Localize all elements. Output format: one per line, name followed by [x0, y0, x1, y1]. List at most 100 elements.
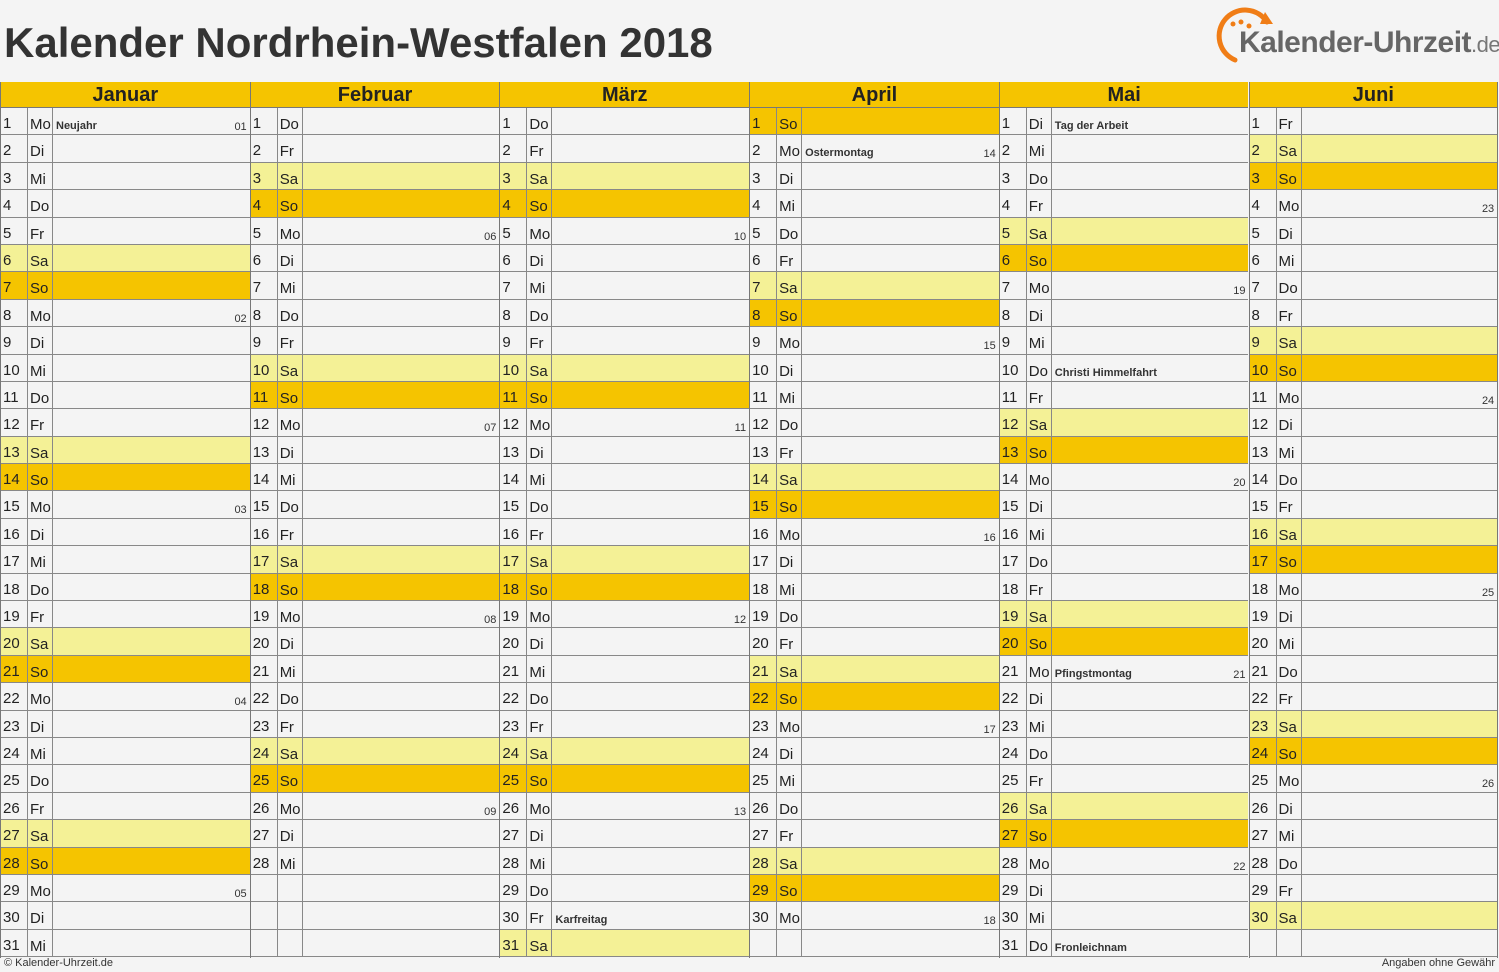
day-row: 24 So [1249, 737, 1498, 766]
day-number: 11 [502, 388, 518, 406]
day-number: 17 [752, 553, 769, 571]
day-number: 30 [502, 909, 520, 927]
weekday: Fr [1275, 874, 1302, 902]
kalender-uhrzeit-logo[interactable]: Kalender-Uhrzeit.de [1205, 2, 1499, 72]
day-row: 27 Di [500, 820, 750, 848]
calendar-week-number: 19 [1233, 285, 1246, 298]
weekday: Mo [276, 792, 303, 820]
day-row: 9 Fr [500, 327, 750, 355]
weekday: Di [776, 162, 803, 190]
weekday: Fr [27, 217, 53, 244]
day-row: 3 Sa [250, 162, 500, 191]
weekday: Di [1025, 108, 1052, 135]
day-row: 24 Mi [1, 737, 250, 766]
day-row: 28 Mi [500, 847, 750, 875]
day-row: 9 Mi [999, 327, 1249, 355]
day-row: 25 So [500, 765, 750, 793]
weekday: Do [276, 108, 303, 135]
weekday: Fr [1275, 108, 1302, 135]
day-number: 27 [3, 827, 20, 845]
day-number: 13 [252, 443, 270, 461]
day-row: 23 Fr [250, 710, 500, 738]
weekday: Do [1275, 655, 1302, 683]
calendar-week-number: 15 [983, 340, 996, 353]
day-number: 25 [502, 772, 520, 790]
weekday: Fr [1025, 381, 1052, 409]
day-row: 7 So [1, 272, 250, 300]
day-number: 22 [252, 690, 270, 708]
day-row: 12 Di [1249, 409, 1498, 437]
year-calendar: Januar 1 Mo Neujahr 01 2 Di 3 Mi 4 Do 5 Fr 6 Sa 7 So 8 Mo 0… [0, 82, 1499, 958]
day-row: 16 Mo 16 [750, 518, 999, 547]
calendar-week-number: 18 [983, 915, 996, 928]
weekday-cell [276, 929, 303, 957]
weekday: Fr [276, 518, 303, 546]
day-number: 5 [3, 224, 12, 242]
day-number: 27 [502, 827, 520, 845]
day-row: 18 So [500, 573, 750, 602]
weekday: Mo [276, 601, 303, 628]
weekday: Mo [276, 409, 303, 436]
day-number: 13 [1001, 443, 1019, 461]
weekday-cell [776, 929, 803, 957]
weekday: Do [526, 874, 553, 902]
weekday: Do [276, 299, 303, 327]
day-row: 19 Mo 08 [250, 601, 500, 629]
holiday-label: Christi Himmelfahrt [1054, 366, 1157, 379]
calendar-week-number: 07 [484, 422, 497, 435]
day-number: 28 [1251, 854, 1269, 872]
calendar-week-number: 23 [1481, 203, 1495, 216]
day-number: 11 [252, 388, 269, 406]
month-column: Juni 1 Fr 2 Sa 3 So 4 Mo 23 5 Di 6 Mi 7 Do 8 Fr 9 Sa 10 So 11 M… [1248, 82, 1499, 958]
day-number: 4 [502, 197, 511, 215]
weekday: So [526, 190, 553, 217]
weekday: So [776, 299, 803, 327]
weekday: Sa [276, 737, 303, 765]
day-number: 29 [3, 881, 20, 899]
day-number: 21 [3, 662, 20, 680]
day-row: 11 So [250, 381, 500, 410]
calendar-week-number: 08 [484, 614, 497, 627]
day-row: 14 Mi [500, 464, 750, 492]
day-row: 7 Mi [500, 272, 750, 300]
day-number: 25 [752, 772, 769, 790]
day-number: 28 [752, 854, 769, 872]
weekday: So [1275, 737, 1302, 765]
day-row: 24 Di [750, 737, 999, 766]
day-number: 22 [3, 690, 20, 708]
weekday: Sa [1275, 327, 1302, 354]
day-row: 31 Sa [500, 929, 750, 958]
day-number: 15 [1001, 498, 1019, 516]
day-number: 7 [252, 279, 262, 297]
weekday: Sa [1025, 792, 1052, 820]
weekday: Do [1025, 162, 1052, 190]
day-number: 26 [1001, 799, 1019, 817]
day-row: 2 Sa [1249, 135, 1498, 163]
calendar-week-number: 26 [1481, 778, 1495, 791]
day-row: 28 Sa [750, 847, 999, 875]
holiday-label: Fronleichnam [1054, 941, 1127, 954]
weekday: Sa [1025, 409, 1052, 436]
day-row: 6 Sa [1, 244, 250, 273]
day-number: 22 [1001, 690, 1019, 708]
day-row: 10 So [1249, 354, 1498, 382]
weekday: Fr [276, 135, 303, 162]
weekday: Fr [776, 820, 803, 847]
weekday: So [526, 573, 553, 601]
day-number: 24 [3, 744, 20, 762]
day-row: 9 Sa [1249, 327, 1498, 355]
page-title: Kalender Nordrhein-Westfalen 2018 [4, 19, 713, 66]
weekday: So [776, 683, 803, 710]
day-row: 12 Do [750, 409, 999, 437]
day-row: 5 Mo 06 [250, 217, 500, 245]
day-row: 23 Mi [999, 710, 1249, 738]
day-row: 21 Mo Pfingstmontag 21 [999, 655, 1249, 684]
day-number: 18 [502, 580, 520, 598]
day-number: 30 [1001, 909, 1019, 927]
weekday: Mi [1275, 628, 1302, 655]
day-number: 1 [1001, 115, 1011, 132]
weekday: Sa [1025, 217, 1052, 244]
day-row: 26 Fr [1, 792, 250, 821]
day-row: 16 Di [1, 518, 250, 547]
day-row: 29 Mo 05 [1, 874, 250, 903]
